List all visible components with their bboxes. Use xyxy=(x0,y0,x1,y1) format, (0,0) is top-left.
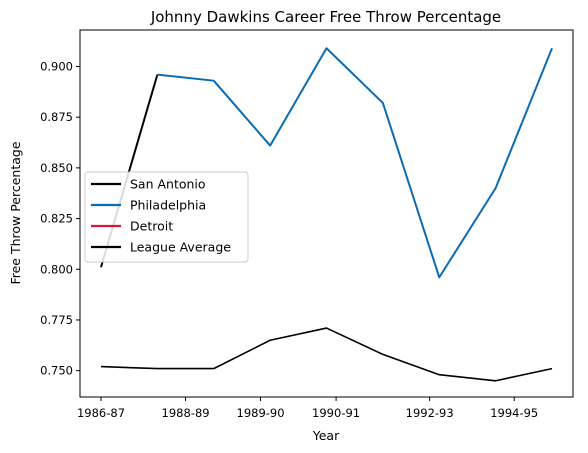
y-tick-label: 0.825 xyxy=(40,212,73,226)
y-axis-label: Free Throw Percentage xyxy=(8,141,23,284)
y-axis: 0.750 0.775 0.800 0.825 0.850 0.875 0.900 xyxy=(40,59,80,378)
x-axis: 1986-87 1988-89 1989-90 1990-91 1992-93 1994-… xyxy=(77,397,538,420)
y-tick-label: 0.775 xyxy=(40,313,73,327)
y-tick-label: 0.900 xyxy=(40,59,73,73)
plot-frame xyxy=(79,29,574,398)
x-tick-label: 1989-90 xyxy=(237,406,285,420)
x-tick-label: 1994-95 xyxy=(490,406,538,420)
y-tick-label: 0.875 xyxy=(40,110,73,124)
legend-label: Detroit xyxy=(130,219,173,234)
series-line-1 xyxy=(157,47,553,279)
x-tick-label: 1986-87 xyxy=(77,406,125,420)
legend: San Antonio Philadelphia Detroit League Ave… xyxy=(84,171,249,263)
legend-label: Philadelphia xyxy=(130,198,206,213)
y-tick-label: 0.800 xyxy=(40,262,73,276)
x-tick-label: 1992-93 xyxy=(406,406,454,420)
legend-label: League Average xyxy=(130,240,231,255)
legend-box xyxy=(84,171,249,263)
y-tick-label: 0.750 xyxy=(40,364,73,378)
y-tick-label: 0.850 xyxy=(40,161,73,175)
x-axis-label: Year xyxy=(312,428,340,443)
x-tick-label: 1990-91 xyxy=(312,406,360,420)
legend-label: San Antonio xyxy=(130,177,206,192)
series-line-3 xyxy=(100,327,553,382)
x-tick-label: 1988-89 xyxy=(162,406,210,420)
chart-title: Johnny Dawkins Career Free Throw Percent… xyxy=(150,8,501,26)
